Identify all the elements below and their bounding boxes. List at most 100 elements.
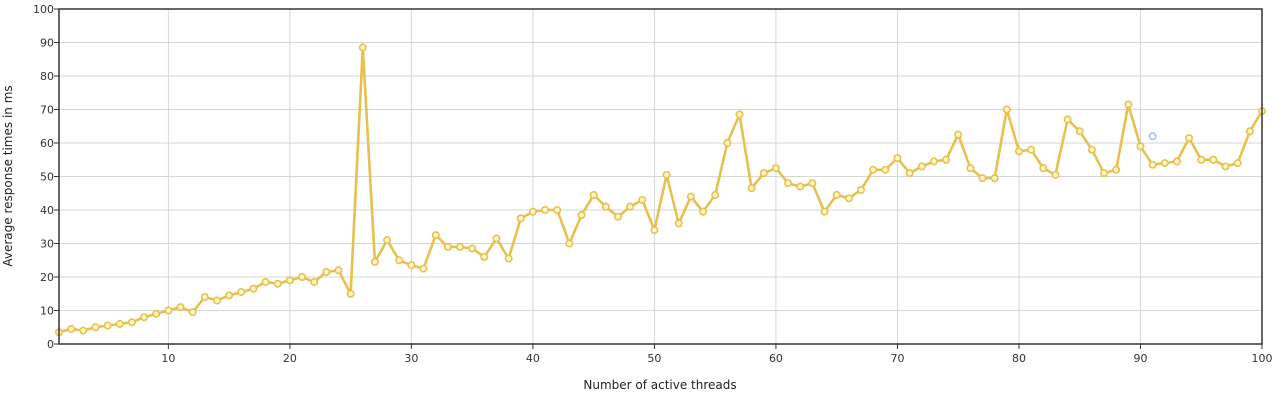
data-point[interactable]	[127, 318, 136, 327]
data-point[interactable]	[1148, 132, 1157, 141]
data-point[interactable]	[1039, 164, 1048, 173]
data-point[interactable]	[990, 174, 999, 183]
data-point[interactable]	[212, 296, 221, 305]
data-point[interactable]	[1014, 147, 1023, 156]
data-point[interactable]	[638, 195, 647, 204]
data-point[interactable]	[528, 207, 537, 216]
data-point[interactable]	[771, 164, 780, 173]
data-point[interactable]	[298, 272, 307, 281]
data-point[interactable]	[273, 279, 282, 288]
data-point[interactable]	[79, 326, 88, 335]
data-point[interactable]	[1172, 157, 1181, 166]
data-point[interactable]	[686, 192, 695, 201]
data-point[interactable]	[808, 179, 817, 188]
data-point[interactable]	[565, 239, 574, 248]
data-point[interactable]	[844, 194, 853, 203]
data-point[interactable]	[613, 212, 622, 221]
data-point[interactable]	[1063, 115, 1072, 124]
data-point[interactable]	[1209, 155, 1218, 164]
data-point[interactable]	[443, 242, 452, 251]
data-point[interactable]	[869, 165, 878, 174]
data-point[interactable]	[747, 184, 756, 193]
data-point[interactable]	[541, 206, 550, 215]
data-point[interactable]	[164, 306, 173, 315]
data-point[interactable]	[662, 170, 671, 179]
data-point[interactable]	[334, 266, 343, 275]
data-point[interactable]	[917, 162, 926, 171]
data-point[interactable]	[650, 226, 659, 235]
data-point[interactable]	[285, 276, 294, 285]
data-point[interactable]	[370, 257, 379, 266]
data-point[interactable]	[929, 157, 938, 166]
data-point[interactable]	[67, 324, 76, 333]
data-point[interactable]	[1100, 169, 1109, 178]
data-point[interactable]	[1233, 159, 1242, 168]
data-point[interactable]	[893, 154, 902, 163]
data-point[interactable]	[237, 288, 246, 297]
data-point[interactable]	[978, 174, 987, 183]
data-point[interactable]	[431, 231, 440, 240]
data-point[interactable]	[1112, 165, 1121, 174]
data-point[interactable]	[759, 169, 768, 178]
series-2	[1148, 132, 1157, 141]
data-point[interactable]	[735, 110, 744, 119]
data-point[interactable]	[1051, 170, 1060, 179]
data-point[interactable]	[1027, 145, 1036, 154]
data-point[interactable]	[468, 244, 477, 253]
data-point[interactable]	[383, 236, 392, 245]
data-point[interactable]	[152, 309, 161, 318]
data-point[interactable]	[1075, 127, 1084, 136]
data-point[interactable]	[954, 130, 963, 139]
data-point[interactable]	[1221, 162, 1230, 171]
data-point[interactable]	[784, 179, 793, 188]
data-point[interactable]	[140, 313, 149, 322]
data-point[interactable]	[1087, 145, 1096, 154]
data-point[interactable]	[942, 155, 951, 164]
data-point[interactable]	[225, 291, 234, 300]
data-point[interactable]	[1124, 100, 1133, 109]
data-point[interactable]	[516, 214, 525, 223]
data-point[interactable]	[1185, 133, 1194, 142]
data-point[interactable]	[1136, 142, 1145, 151]
data-point[interactable]	[200, 293, 209, 302]
data-point[interactable]	[1002, 105, 1011, 114]
data-point[interactable]	[966, 164, 975, 173]
data-point[interactable]	[674, 219, 683, 228]
data-point[interactable]	[395, 256, 404, 265]
data-point[interactable]	[1245, 127, 1254, 136]
data-point[interactable]	[856, 185, 865, 194]
data-point[interactable]	[188, 308, 197, 317]
data-point[interactable]	[492, 234, 501, 243]
data-point[interactable]	[261, 278, 270, 287]
data-point[interactable]	[820, 207, 829, 216]
data-point[interactable]	[1197, 155, 1206, 164]
data-point[interactable]	[577, 211, 586, 220]
data-point[interactable]	[407, 261, 416, 270]
data-point[interactable]	[905, 169, 914, 178]
data-point[interactable]	[310, 278, 319, 287]
data-point[interactable]	[723, 139, 732, 148]
data-point[interactable]	[455, 242, 464, 251]
data-point[interactable]	[249, 284, 258, 293]
data-point[interactable]	[832, 190, 841, 199]
data-point[interactable]	[553, 206, 562, 215]
data-point[interactable]	[358, 43, 367, 52]
data-point[interactable]	[881, 165, 890, 174]
data-point[interactable]	[1148, 160, 1157, 169]
data-point[interactable]	[115, 319, 124, 328]
data-point[interactable]	[626, 202, 635, 211]
data-point[interactable]	[103, 321, 112, 330]
data-point[interactable]	[346, 289, 355, 298]
data-point[interactable]	[711, 190, 720, 199]
data-point[interactable]	[91, 323, 100, 332]
data-point[interactable]	[601, 202, 610, 211]
data-point[interactable]	[699, 207, 708, 216]
data-point[interactable]	[322, 267, 331, 276]
data-point[interactable]	[480, 252, 489, 261]
data-point[interactable]	[1160, 159, 1169, 168]
data-point[interactable]	[419, 264, 428, 273]
data-point[interactable]	[504, 254, 513, 263]
data-point[interactable]	[796, 182, 805, 191]
data-point[interactable]	[589, 190, 598, 199]
data-point[interactable]	[176, 303, 185, 312]
